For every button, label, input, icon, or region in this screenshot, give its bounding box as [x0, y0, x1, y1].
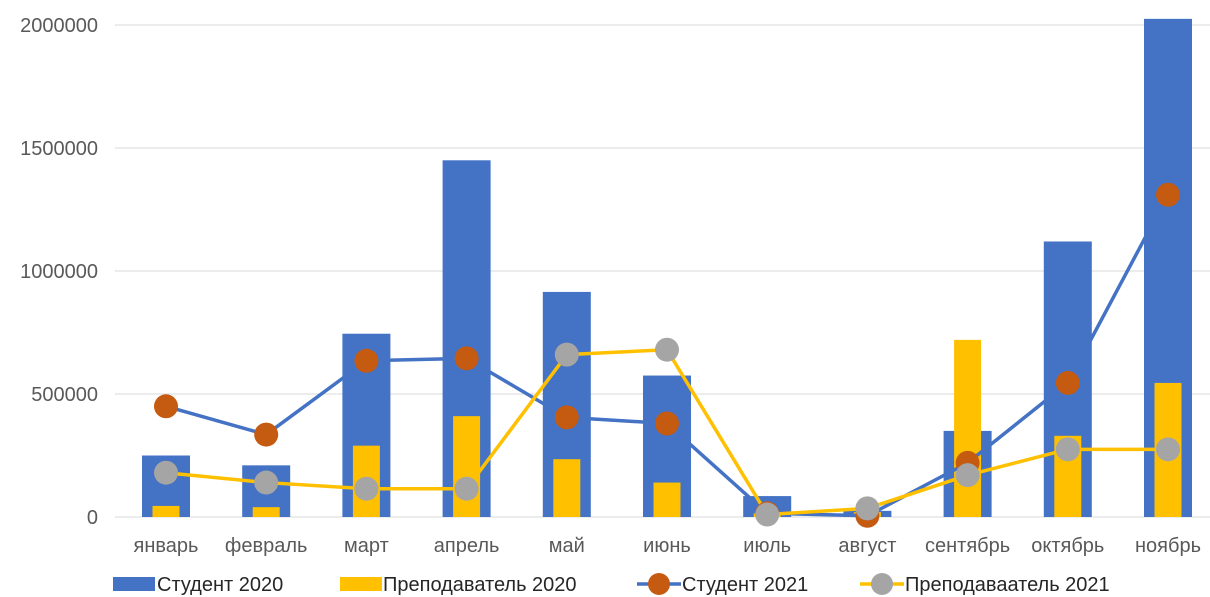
x-axis-tick-labels: январь февраль март апрель май июнь июль август…: [134, 535, 1201, 557]
marker-teacher-2021: [1055, 437, 1080, 462]
x-tick-label: март: [344, 535, 389, 557]
bar-series: [142, 18, 1192, 518]
x-tick-label: январь: [134, 535, 199, 557]
bar-teacher-2020: [152, 505, 180, 517]
y-tick-label: 1500000: [20, 138, 98, 160]
bar-teacher-2020: [653, 482, 681, 517]
x-tick-label: июнь: [643, 535, 691, 557]
x-tick-label: сентябрь: [925, 535, 1010, 557]
marker-teacher-2021: [254, 470, 279, 495]
marker-student-2021: [254, 422, 279, 447]
x-tick-label: февраль: [225, 535, 308, 557]
legend-marker-student-2021: [648, 573, 670, 595]
marker-student-2021: [354, 348, 379, 373]
line-series: [154, 182, 1180, 528]
legend-label-teacher-2020: Преподаватель 2020: [383, 574, 577, 596]
x-tick-label: ноябрь: [1135, 535, 1201, 557]
marker-student-2021: [1156, 182, 1180, 207]
bar-teacher-2020: [553, 459, 581, 517]
marker-student-2021: [154, 394, 178, 419]
legend-label-teacher-2021: Преподаваатель 2021: [905, 574, 1110, 596]
marker-teacher-2021: [554, 342, 579, 367]
marker-teacher-2021: [955, 463, 980, 488]
marker-student-2021: [655, 411, 679, 436]
legend: Студент 2020 Преподаватель 2020 Студент 20…: [113, 573, 1110, 596]
marker-teacher-2021: [655, 337, 679, 362]
legend-swatch-student-2020: [113, 577, 155, 591]
y-tick-label: 1000000: [20, 261, 98, 283]
legend-marker-teacher-2021: [871, 573, 893, 595]
legend-label-student-2021: Студент 2021: [682, 574, 808, 596]
y-tick-label: 500000: [31, 384, 98, 406]
marker-student-2021: [454, 346, 479, 371]
x-tick-label: август: [838, 535, 896, 557]
y-axis-tick-labels: 0 500000 1000000 1500000 2000000: [20, 15, 98, 529]
marker-teacher-2021: [1156, 437, 1180, 462]
x-tick-label: май: [549, 535, 585, 557]
bar-teacher-2020: [453, 416, 481, 517]
x-tick-label: июль: [743, 535, 791, 557]
bar-teacher-2020: [252, 507, 280, 517]
gridlines: [115, 24, 1210, 518]
marker-teacher-2021: [855, 496, 880, 521]
y-tick-label: 2000000: [20, 15, 98, 37]
legend-label-student-2020: Студент 2020: [157, 574, 283, 596]
marker-teacher-2021: [154, 460, 178, 485]
marker-student-2021: [554, 405, 579, 430]
marker-teacher-2021: [755, 502, 780, 527]
legend-swatch-teacher-2020: [340, 577, 382, 591]
marker-teacher-2021: [454, 476, 479, 501]
marker-teacher-2021: [354, 476, 379, 501]
bar-teacher-2020: [954, 339, 982, 517]
x-tick-label: апрель: [434, 535, 500, 557]
x-tick-label: октябрь: [1031, 535, 1104, 557]
marker-student-2021: [1055, 370, 1080, 395]
y-tick-label: 0: [87, 507, 98, 529]
